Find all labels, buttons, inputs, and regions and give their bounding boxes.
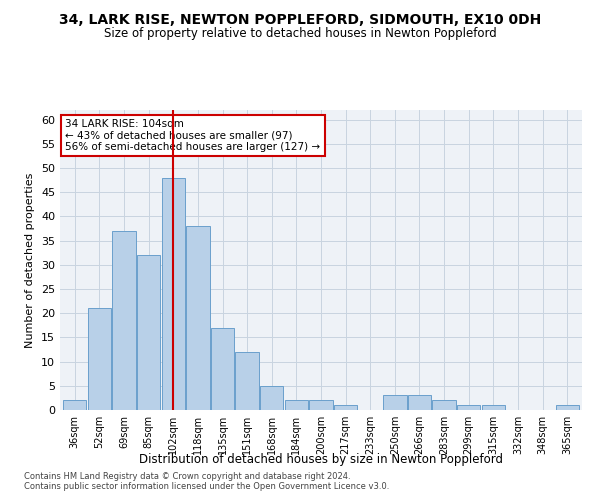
Text: 34, LARK RISE, NEWTON POPPLEFORD, SIDMOUTH, EX10 0DH: 34, LARK RISE, NEWTON POPPLEFORD, SIDMOU… [59,12,541,26]
Text: Distribution of detached houses by size in Newton Poppleford: Distribution of detached houses by size … [139,452,503,466]
Text: Size of property relative to detached houses in Newton Poppleford: Size of property relative to detached ho… [104,28,496,40]
Y-axis label: Number of detached properties: Number of detached properties [25,172,35,348]
Bar [556,405,579,410]
Bar [235,352,259,410]
Bar [63,400,86,410]
Bar [112,231,136,410]
Bar [310,400,332,410]
Bar [433,400,456,410]
Bar [211,328,234,410]
Bar [186,226,209,410]
Bar [408,396,431,410]
Bar [284,400,308,410]
Bar [88,308,111,410]
Bar [383,396,407,410]
Text: Contains HM Land Registry data © Crown copyright and database right 2024.: Contains HM Land Registry data © Crown c… [24,472,350,481]
Bar [482,405,505,410]
Bar [137,255,160,410]
Text: 34 LARK RISE: 104sqm
← 43% of detached houses are smaller (97)
56% of semi-detac: 34 LARK RISE: 104sqm ← 43% of detached h… [65,119,320,152]
Bar [457,405,481,410]
Bar [161,178,185,410]
Text: Contains public sector information licensed under the Open Government Licence v3: Contains public sector information licen… [24,482,389,491]
Bar [260,386,283,410]
Bar [334,405,358,410]
